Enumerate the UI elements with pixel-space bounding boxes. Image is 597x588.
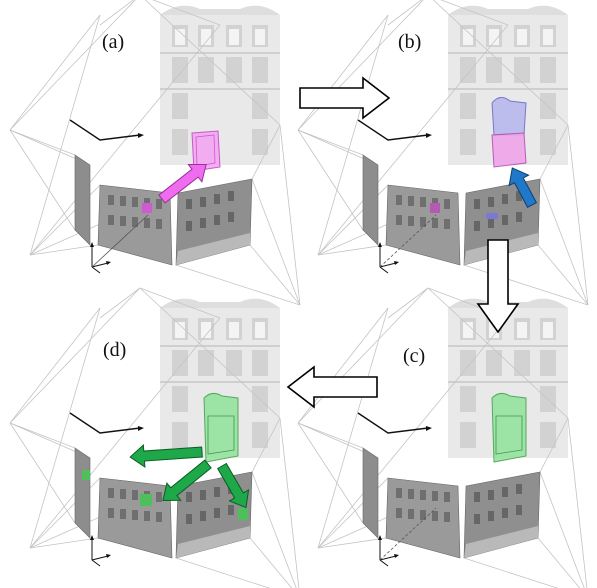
- flow-arrow-a-to-b: [299, 76, 391, 120]
- refinement-arrow: [508, 167, 538, 209]
- propagation-arrow-center: [162, 459, 212, 502]
- panel-c: [297, 287, 589, 588]
- panel-b-label: (b): [398, 31, 421, 53]
- refined-region-bottom: [491, 132, 527, 168]
- selected-region-3d: [191, 130, 221, 172]
- refined-region-top: [491, 97, 527, 136]
- flow-arrow-b-to-c: [476, 239, 520, 334]
- selected-region-2d: [142, 203, 152, 213]
- panel-a-label: (a): [102, 31, 124, 53]
- panel-d-label: (d): [103, 339, 126, 361]
- propagation-arrow-left: [129, 444, 203, 469]
- panel-b: [297, 0, 589, 306]
- flow-arrow-c-to-d: [286, 365, 378, 409]
- panel-d: [9, 287, 301, 588]
- panel-c-label: (c): [403, 345, 425, 367]
- projection-arrow: [158, 163, 207, 204]
- propagation-arrow-right: [216, 462, 250, 509]
- final-region-3d: [491, 392, 527, 463]
- panel-a: [9, 0, 301, 306]
